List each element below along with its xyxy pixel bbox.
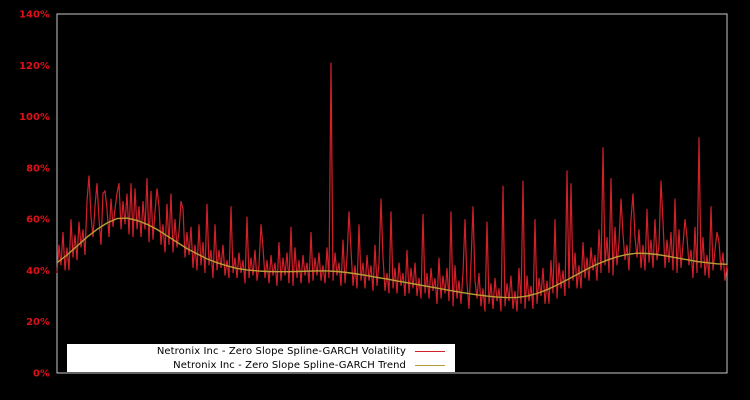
y-axis-tick-label: 0% [33,369,50,380]
legend-line-sample-trend-icon [415,364,445,366]
plot-border [56,13,728,374]
legend-entry-volatility: Netronix Inc - Zero Slope Spline-GARCH V… [67,344,455,358]
legend-label-volatility: Netronix Inc - Zero Slope Spline-GARCH V… [156,345,406,357]
y-axis-tick-labels: 0% 20% 40% 60% 80% 100% 120% 140% [19,10,50,380]
legend-label-trend: Netronix Inc - Zero Slope Spline-GARCH T… [173,359,406,371]
y-axis-tick-label: 80% [26,163,50,174]
y-axis-tick-label: 140% [19,10,50,21]
y-axis-tick-label: 120% [19,61,50,72]
y-axis-tick-label: 40% [26,266,50,277]
volatility-series-line [56,62,728,312]
y-axis-tick-label: 60% [26,215,50,226]
legend-line-sample-volatility-icon [415,350,445,352]
legend-entry-trend: Netronix Inc - Zero Slope Spline-GARCH T… [67,358,455,372]
y-axis-tick-label: 20% [26,317,50,328]
chart-legend: Netronix Inc - Zero Slope Spline-GARCH V… [67,344,455,372]
trend-series-line [56,217,728,299]
y-axis-tick-label: 100% [19,112,50,123]
